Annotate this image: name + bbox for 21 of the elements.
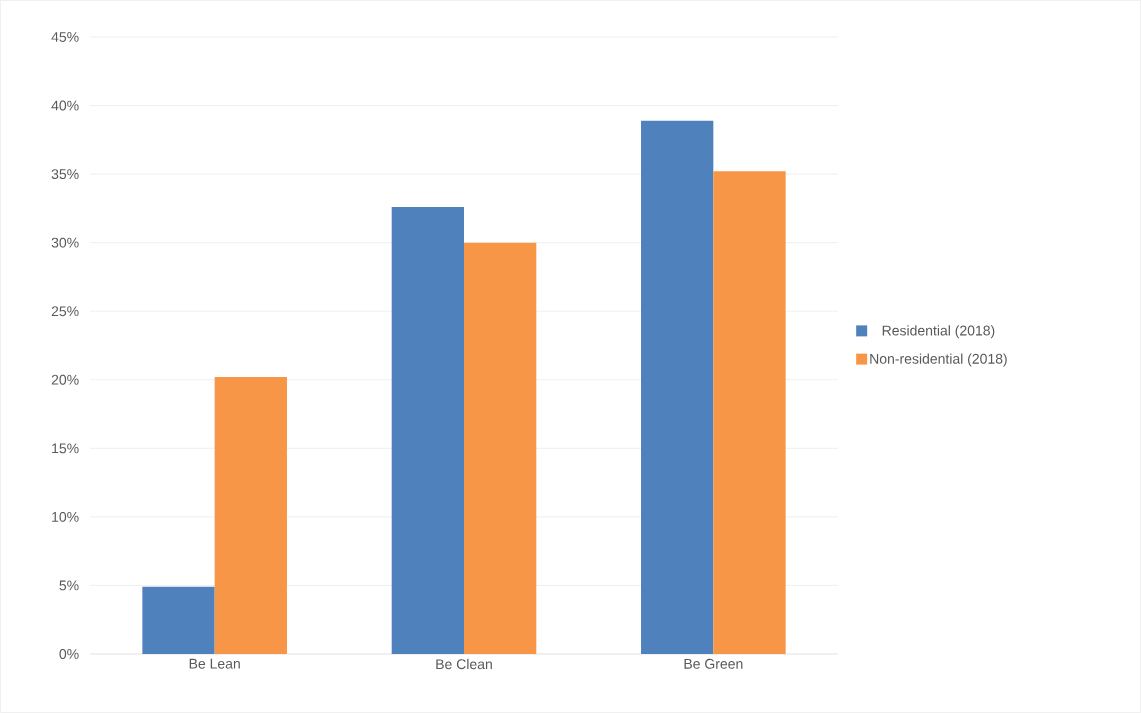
bar (641, 120, 714, 654)
y-tick-label: 20% (51, 374, 79, 385)
y-tick-label: 5% (59, 580, 79, 591)
y-tick-label: 0% (59, 649, 79, 659)
legend-label: Residential (2018) (882, 325, 995, 339)
legend-label: Non-residential (2018) (870, 353, 1007, 367)
y-tick-label: 15% (52, 443, 79, 454)
bar (713, 171, 786, 654)
y-tick-label: 40% (51, 100, 79, 111)
bar (464, 242, 537, 654)
bar (142, 586, 215, 654)
y-tick-label: 30% (51, 237, 79, 248)
x-tick-label: Be Clean (436, 658, 492, 670)
y-tick-label: 35% (51, 169, 79, 180)
x-tick-label: Be Lean (189, 658, 240, 669)
y-tick-label: 45% (51, 32, 79, 42)
y-tick-label: 10% (52, 511, 79, 522)
bar (214, 377, 287, 654)
x-tick-label: Be Green (684, 658, 743, 669)
bar (391, 207, 464, 654)
y-tick-label: 25% (51, 306, 79, 317)
